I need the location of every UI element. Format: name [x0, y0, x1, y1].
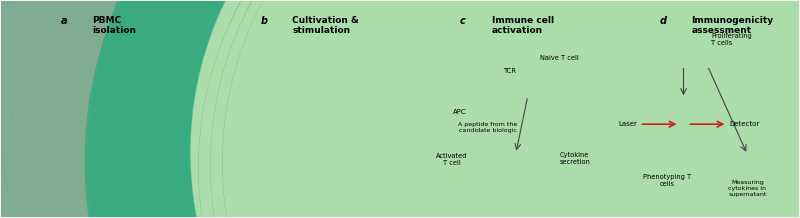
Ellipse shape [9, 9, 192, 209]
Text: Activated
T cell: Activated T cell [436, 153, 468, 166]
Ellipse shape [0, 0, 781, 218]
Ellipse shape [116, 0, 800, 218]
Ellipse shape [509, 0, 800, 218]
Text: b: b [260, 16, 267, 26]
Text: Candidate biologics: Candidate biologics [258, 39, 343, 48]
Ellipse shape [474, 0, 800, 218]
Text: Phenotyping T
cells: Phenotyping T cells [643, 174, 691, 187]
Ellipse shape [474, 0, 800, 218]
Ellipse shape [502, 0, 800, 218]
Ellipse shape [509, 0, 800, 218]
Ellipse shape [502, 0, 800, 218]
Ellipse shape [495, 0, 800, 218]
Ellipse shape [208, 9, 392, 209]
FancyBboxPatch shape [226, 29, 370, 89]
Ellipse shape [482, 0, 800, 218]
Ellipse shape [522, 0, 800, 218]
Ellipse shape [198, 0, 800, 218]
FancyBboxPatch shape [90, 154, 128, 171]
Ellipse shape [522, 0, 800, 218]
Text: a: a [61, 16, 67, 26]
Ellipse shape [408, 9, 592, 209]
Text: TCR: TCR [504, 68, 517, 74]
Ellipse shape [495, 0, 800, 218]
Text: Proliferating
T cells: Proliferating T cells [711, 33, 752, 46]
Ellipse shape [488, 0, 800, 218]
Ellipse shape [101, 0, 800, 218]
Text: Measuring
cytokines in
supernatant: Measuring cytokines in supernatant [728, 181, 766, 197]
Ellipse shape [522, 0, 800, 218]
Ellipse shape [0, 0, 669, 218]
Ellipse shape [482, 0, 800, 218]
Text: Immune cell
activation: Immune cell activation [492, 16, 554, 35]
Ellipse shape [509, 0, 800, 218]
Ellipse shape [509, 0, 800, 218]
Ellipse shape [516, 0, 800, 218]
Ellipse shape [488, 0, 800, 218]
Text: PBMC
isolation: PBMC isolation [93, 16, 137, 35]
Ellipse shape [516, 0, 800, 218]
Ellipse shape [474, 0, 800, 218]
Ellipse shape [495, 0, 800, 218]
Ellipse shape [516, 0, 800, 218]
Text: d: d [659, 16, 666, 26]
Bar [98, 155, 120, 159]
Ellipse shape [488, 0, 800, 218]
Ellipse shape [488, 0, 800, 218]
Ellipse shape [488, 0, 800, 218]
Text: Immunogenicity
assessment: Immunogenicity assessment [691, 16, 774, 35]
Ellipse shape [384, 0, 800, 218]
Ellipse shape [502, 0, 800, 218]
Text: Cytokine
secretion: Cytokine secretion [560, 152, 590, 165]
Ellipse shape [210, 0, 800, 218]
FancyBboxPatch shape [267, 152, 357, 187]
Ellipse shape [495, 0, 800, 218]
Ellipse shape [133, 0, 800, 218]
Ellipse shape [474, 0, 800, 218]
Ellipse shape [384, 0, 800, 218]
Ellipse shape [516, 0, 800, 218]
Text: Detector: Detector [730, 121, 760, 127]
Ellipse shape [89, 0, 800, 218]
Ellipse shape [384, 0, 800, 218]
Text: Cultivation &
stimulation: Cultivation & stimulation [292, 16, 359, 35]
Ellipse shape [128, 0, 800, 218]
Ellipse shape [482, 0, 800, 218]
Ellipse shape [0, 0, 781, 218]
Ellipse shape [190, 0, 800, 218]
Ellipse shape [101, 0, 800, 218]
Ellipse shape [502, 0, 800, 218]
Text: A peptide from the
candidate biologic: A peptide from the candidate biologic [458, 122, 518, 133]
Ellipse shape [222, 0, 800, 218]
Ellipse shape [502, 0, 800, 218]
Text: Laser: Laser [618, 121, 637, 127]
Ellipse shape [482, 0, 800, 218]
Ellipse shape [502, 0, 800, 218]
Ellipse shape [85, 0, 800, 218]
Ellipse shape [116, 0, 800, 218]
Text: c: c [460, 16, 466, 26]
Ellipse shape [9, 0, 800, 218]
Ellipse shape [384, 0, 800, 218]
Text: Naive T cell: Naive T cell [540, 55, 579, 61]
Ellipse shape [516, 0, 800, 218]
Ellipse shape [509, 0, 800, 218]
